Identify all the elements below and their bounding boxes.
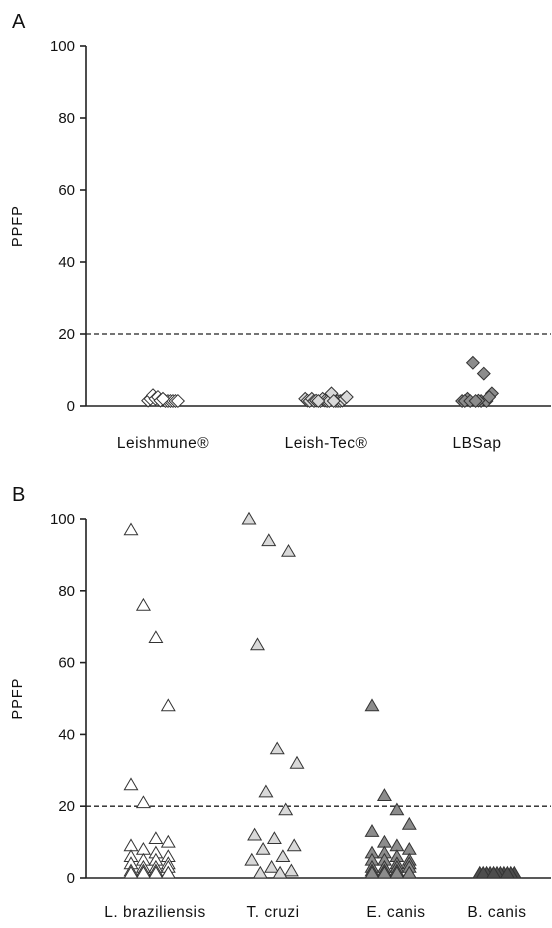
y-tick-label: 80 xyxy=(58,583,75,600)
y-tick-label: 20 xyxy=(58,798,75,815)
data-point-b-2-7 xyxy=(401,842,417,855)
data-point-a-2-4 xyxy=(465,355,480,370)
y-tick-label: 60 xyxy=(58,182,75,199)
chart-panel-a: A PPFP 0 20 40 60 80 100 Leishmune® Leish-Tec® LBS… xyxy=(10,11,551,452)
data-point-b-1-11 xyxy=(255,842,271,855)
x-category-label: L. braziliensis xyxy=(104,904,205,921)
chart-panel-b: B PPFP 0 20 40 60 80 100 L. braziliensis T. cruzi… xyxy=(10,484,551,921)
data-point-b-1-3 xyxy=(250,637,265,651)
y-tick-label: 100 xyxy=(50,511,75,528)
data-point-b-2-24 xyxy=(364,865,380,879)
data-point-b-0-7 xyxy=(160,834,176,848)
data-point-b-0-27 xyxy=(160,865,176,879)
data-point-b-0-5 xyxy=(135,795,151,809)
data-point-b-3-10 xyxy=(486,865,502,879)
panel-label: B xyxy=(12,484,25,506)
data-point-a-0-12 xyxy=(155,391,171,406)
data-point-b-0-4 xyxy=(123,777,139,791)
y-tick-label: 0 xyxy=(67,398,75,415)
y-axis-label: PPFP xyxy=(10,678,26,720)
data-point-b-2-27 xyxy=(401,865,417,879)
data-point-b-3-9 xyxy=(499,865,515,879)
data-point-b-1-16 xyxy=(252,865,268,879)
panel-label: A xyxy=(12,11,26,33)
data-point-b-2-25 xyxy=(376,865,392,879)
data-point-a-2-10 xyxy=(482,389,497,405)
data-point-b-1-12 xyxy=(275,849,291,862)
data-point-b-1-1 xyxy=(261,533,277,547)
data-point-b-1-4 xyxy=(269,741,285,755)
data-point-b-3-8 xyxy=(475,865,491,879)
y-tick-label: 20 xyxy=(58,326,75,343)
data-point-b-0-3 xyxy=(160,698,176,712)
data-point-b-1-17 xyxy=(272,865,288,879)
data-point-b-1-15 xyxy=(283,863,299,877)
data-point-b-0-6 xyxy=(148,831,164,844)
data-point-b-0-26 xyxy=(148,865,164,879)
data-point-b-2-6 xyxy=(389,838,405,852)
x-category-label: Leish-Tec® xyxy=(285,435,368,452)
data-point-a-1-19 xyxy=(326,393,341,409)
data-point-b-2-5 xyxy=(376,834,392,848)
data-point-b-1-2 xyxy=(281,544,296,557)
data-point-b-1-10 xyxy=(286,838,302,852)
data-point-b-0-1 xyxy=(135,597,151,611)
data-point-b-1-9 xyxy=(266,831,282,844)
data-point-b-1-14 xyxy=(264,859,280,873)
data-point-b-1-8 xyxy=(247,827,263,841)
y-tick-label: 60 xyxy=(58,655,75,672)
data-point-b-0-24 xyxy=(123,865,139,879)
x-category-label: B. canis xyxy=(467,904,526,921)
data-point-b-1-0 xyxy=(241,511,257,525)
data-point-b-2-0 xyxy=(364,698,380,712)
y-axis-label: PPFP xyxy=(10,205,26,247)
data-point-a-0-11 xyxy=(170,393,186,409)
y-tick-label: 40 xyxy=(58,254,75,271)
x-category-label: T. cruzi xyxy=(246,904,299,921)
data-point-b-1-5 xyxy=(289,755,305,769)
data-point-a-1-18 xyxy=(311,393,326,409)
data-point-b-0-25 xyxy=(135,865,151,879)
data-point-b-2-1 xyxy=(376,788,392,801)
data-point-b-2-3 xyxy=(401,816,417,830)
x-category-label: LBSap xyxy=(452,435,501,452)
x-category-label: Leishmune® xyxy=(117,435,209,452)
data-point-b-1-13 xyxy=(244,852,260,866)
data-point-b-2-26 xyxy=(389,865,405,879)
data-point-b-1-6 xyxy=(258,784,274,798)
data-point-a-2-8 xyxy=(476,366,491,381)
data-point-b-1-7 xyxy=(278,802,294,816)
y-tick-label: 40 xyxy=(58,726,75,743)
y-tick-label: 0 xyxy=(67,870,75,887)
data-point-b-0-8 xyxy=(123,838,139,852)
data-point-a-2-11 xyxy=(468,393,483,409)
data-point-b-0-9 xyxy=(135,842,151,855)
x-category-label: E. canis xyxy=(366,904,425,921)
data-point-b-2-4 xyxy=(364,824,380,837)
y-tick-label: 80 xyxy=(58,110,75,127)
data-point-a-1-17 xyxy=(339,389,354,405)
data-point-b-0-2 xyxy=(148,630,164,643)
y-tick-label: 100 xyxy=(50,38,75,55)
data-point-b-2-2 xyxy=(389,802,405,816)
data-point-b-0-0 xyxy=(123,522,139,536)
